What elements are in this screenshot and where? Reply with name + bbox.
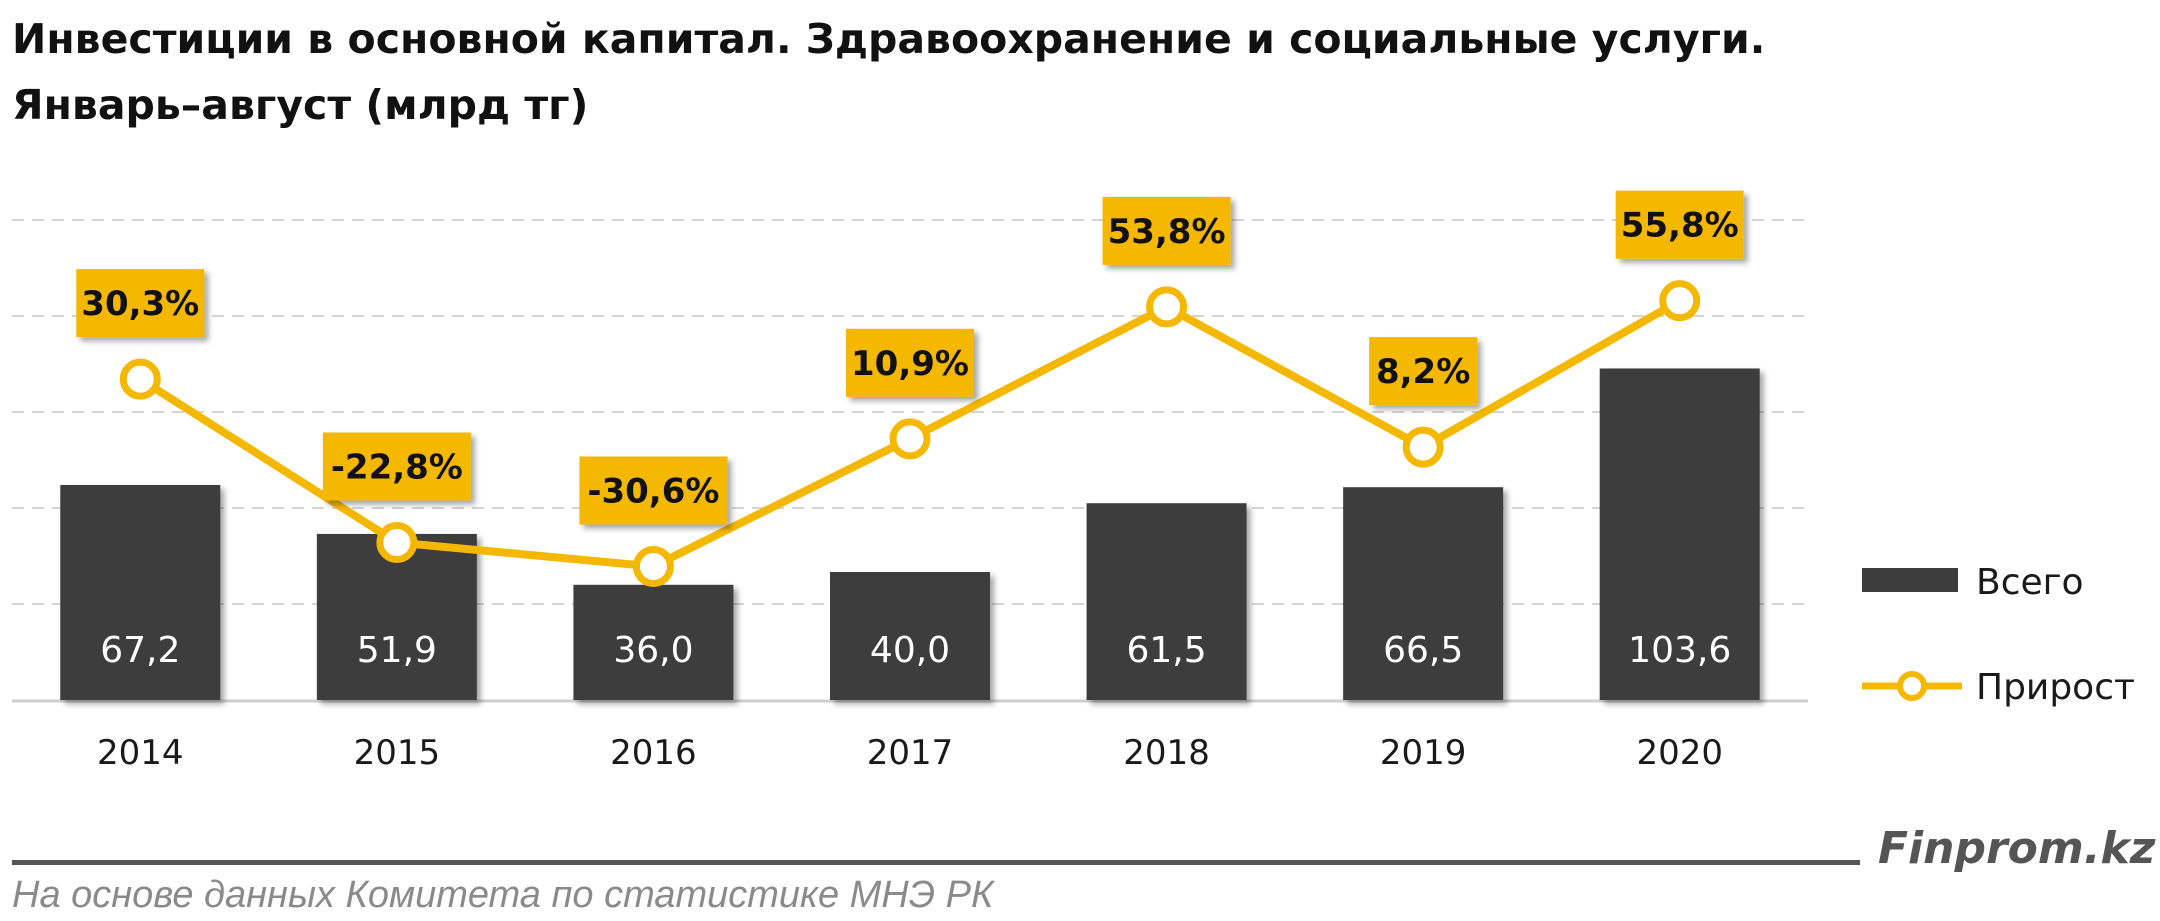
legend: Всего Прирост bbox=[1862, 562, 2135, 708]
growth-value-label: -22,8% bbox=[331, 447, 463, 487]
bar-value-label: 103,6 bbox=[1628, 630, 1731, 671]
growth-label-box bbox=[579, 456, 728, 525]
growth-value-label: 53,8% bbox=[1108, 212, 1226, 252]
bar-value-label: 36,0 bbox=[613, 630, 693, 671]
bar-value-label: 40,0 bbox=[870, 630, 950, 671]
growth-label-box bbox=[1615, 190, 1744, 259]
growth-point bbox=[632, 545, 674, 587]
title-line-2: Январь–август (млрд тг) bbox=[12, 81, 589, 129]
growth-value-label: 10,9% bbox=[851, 344, 969, 384]
growth-value-label: -30,6% bbox=[587, 471, 719, 511]
bar bbox=[1599, 368, 1760, 700]
footer-divider bbox=[12, 860, 1860, 865]
x-tick-label: 2017 bbox=[867, 733, 954, 773]
legend-label-growth: Прирост bbox=[1976, 667, 2135, 708]
chart-title: Инвестиции в основной капитал. Здравоохр… bbox=[12, 6, 1765, 138]
growth-label-box bbox=[76, 269, 205, 338]
growth-label-box bbox=[846, 328, 974, 397]
legend-label-total: Всего bbox=[1976, 562, 2084, 603]
x-tick-label: 2020 bbox=[1636, 733, 1723, 773]
bar bbox=[1086, 503, 1247, 700]
bar bbox=[60, 484, 221, 700]
x-tick-label: 2016 bbox=[610, 733, 697, 773]
x-axis-tick-labels: 2014 2015 2016 2017 2018 2019 2020 bbox=[97, 733, 1723, 773]
growth-value-label: 30,3% bbox=[81, 284, 199, 324]
bar-value-label: 67,2 bbox=[100, 630, 180, 671]
growth-point bbox=[1146, 286, 1188, 328]
bar-value-label: 66,5 bbox=[1383, 630, 1463, 671]
source-note: На основе данных Комитета по статистике … bbox=[12, 874, 994, 916]
growth-point bbox=[376, 521, 418, 563]
growth-point bbox=[1659, 280, 1701, 322]
bar bbox=[573, 584, 734, 700]
growth-point bbox=[119, 358, 161, 400]
x-tick-label: 2018 bbox=[1123, 733, 1210, 773]
bar-series: 67,2 51,9 36,0 40,0 61,5 66,5 103,6 bbox=[60, 368, 1760, 700]
legend-line-marker bbox=[1897, 671, 1927, 701]
legend-bar-swatch bbox=[1862, 568, 1958, 592]
growth-value-label: 55,8% bbox=[1621, 206, 1739, 246]
x-tick-label: 2015 bbox=[354, 733, 441, 773]
growth-label-box bbox=[322, 432, 471, 501]
growth-point bbox=[889, 418, 931, 460]
growth-value-label: 8,2% bbox=[1376, 352, 1470, 392]
bar bbox=[1343, 487, 1504, 700]
title-line-1: Инвестиции в основной капитал. Здравоохр… bbox=[12, 15, 1766, 63]
x-tick-label: 2014 bbox=[97, 733, 184, 773]
brand-logo-text: Finprom.kz bbox=[1878, 823, 2156, 874]
line-series: 30,3% -22,8% -30,6% 10,9% 53,8% 8,2% 55,8% bbox=[76, 190, 1744, 587]
bar bbox=[830, 572, 990, 700]
growth-point bbox=[1402, 426, 1444, 468]
x-tick-label: 2019 bbox=[1380, 733, 1467, 773]
bar-value-label: 61,5 bbox=[1126, 630, 1206, 671]
growth-label-box bbox=[1369, 337, 1478, 406]
growth-label-box bbox=[1102, 196, 1231, 265]
bar-value-label: 51,9 bbox=[357, 630, 437, 671]
gridlines bbox=[12, 219, 1808, 703]
